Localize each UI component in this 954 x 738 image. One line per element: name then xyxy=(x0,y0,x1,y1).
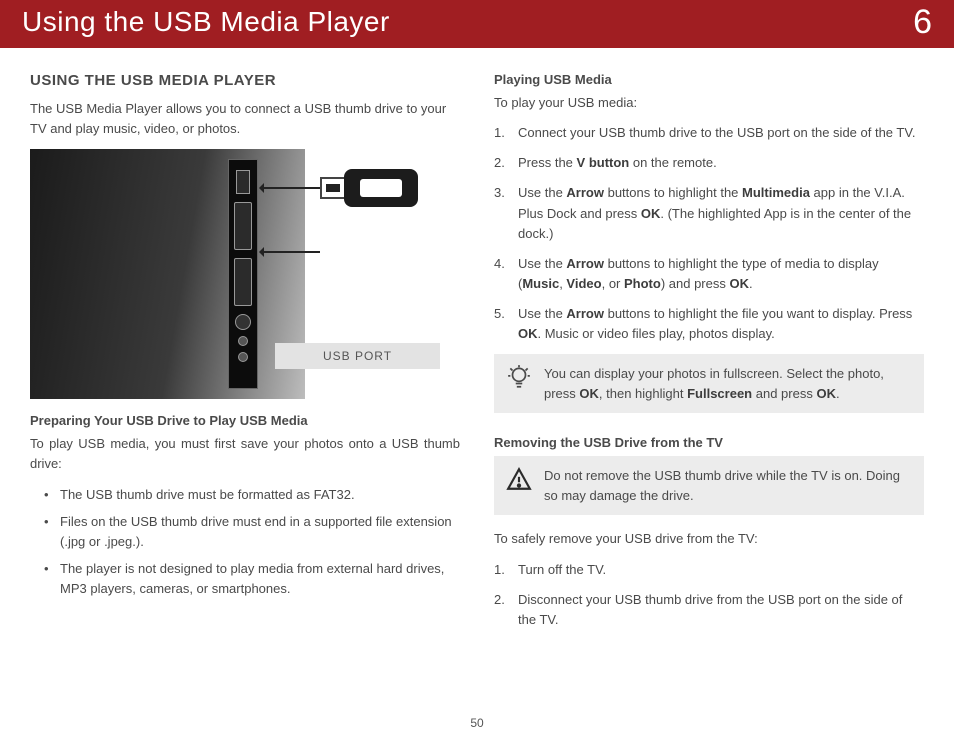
preparing-bullets: The USB thumb drive must be formatted as… xyxy=(30,485,460,599)
playing-title: Playing USB Media xyxy=(494,72,924,87)
preparing-intro: To play USB media, you must first save y… xyxy=(30,434,460,474)
warning-text: Do not remove the USB thumb drive while … xyxy=(544,466,912,505)
preparing-title: Preparing Your USB Drive to Play USB Med… xyxy=(30,413,460,428)
hdmi-port-icon xyxy=(234,258,252,306)
arrow-icon xyxy=(262,251,320,253)
usb-port-label: USB PORT xyxy=(275,343,440,369)
right-column: Playing USB Media To play your USB media… xyxy=(494,72,924,640)
intro-text: The USB Media Player allows you to conne… xyxy=(30,99,460,139)
audio-port-icon xyxy=(238,352,248,362)
page-number: 50 xyxy=(0,716,954,730)
optical-port-icon xyxy=(235,314,251,330)
list-item: Use the Arrow buttons to highlight the f… xyxy=(494,304,924,344)
left-column: USING THE USB MEDIA PLAYER The USB Media… xyxy=(30,72,460,640)
list-item: Press the V button on the remote. xyxy=(494,153,924,173)
port-strip xyxy=(228,159,258,389)
removing-title: Removing the USB Drive from the TV xyxy=(494,435,924,450)
list-item: Turn off the TV. xyxy=(494,560,924,580)
audio-port-icon xyxy=(238,336,248,346)
chapter-title: Using the USB Media Player xyxy=(22,6,390,38)
remove-steps: Turn off the TV. Disconnect your USB thu… xyxy=(494,560,924,630)
chapter-number: 6 xyxy=(913,3,932,42)
chapter-header: Using the USB Media Player 6 xyxy=(0,0,954,48)
lightbulb-icon xyxy=(506,364,532,390)
list-item: Disconnect your USB thumb drive from the… xyxy=(494,590,924,630)
playing-steps: Connect your USB thumb drive to the USB … xyxy=(494,123,924,344)
playing-intro: To play your USB media: xyxy=(494,93,924,113)
usb-port-figure: USB PORT xyxy=(30,149,440,399)
usb-drive-icon xyxy=(320,169,418,207)
tip-callout: You can display your photos in fullscree… xyxy=(494,354,924,413)
tip-text: You can display your photos in fullscree… xyxy=(544,364,912,403)
section-title: USING THE USB MEDIA PLAYER xyxy=(30,72,460,89)
list-item: Use the Arrow buttons to highlight the t… xyxy=(494,254,924,294)
remove-intro: To safely remove your USB drive from the… xyxy=(494,529,924,549)
usb-port-icon xyxy=(236,170,250,194)
list-item: Use the Arrow buttons to highlight the M… xyxy=(494,183,924,243)
list-item: The USB thumb drive must be formatted as… xyxy=(60,485,460,505)
list-item: Files on the USB thumb drive must end in… xyxy=(60,512,460,551)
arrow-icon xyxy=(262,187,320,189)
warning-icon xyxy=(506,466,532,492)
list-item: Connect your USB thumb drive to the USB … xyxy=(494,123,924,143)
page-body: USING THE USB MEDIA PLAYER The USB Media… xyxy=(0,48,954,650)
list-item: The player is not designed to play media… xyxy=(60,559,460,598)
hdmi-port-icon xyxy=(234,202,252,250)
warning-callout: Do not remove the USB thumb drive while … xyxy=(494,456,924,515)
